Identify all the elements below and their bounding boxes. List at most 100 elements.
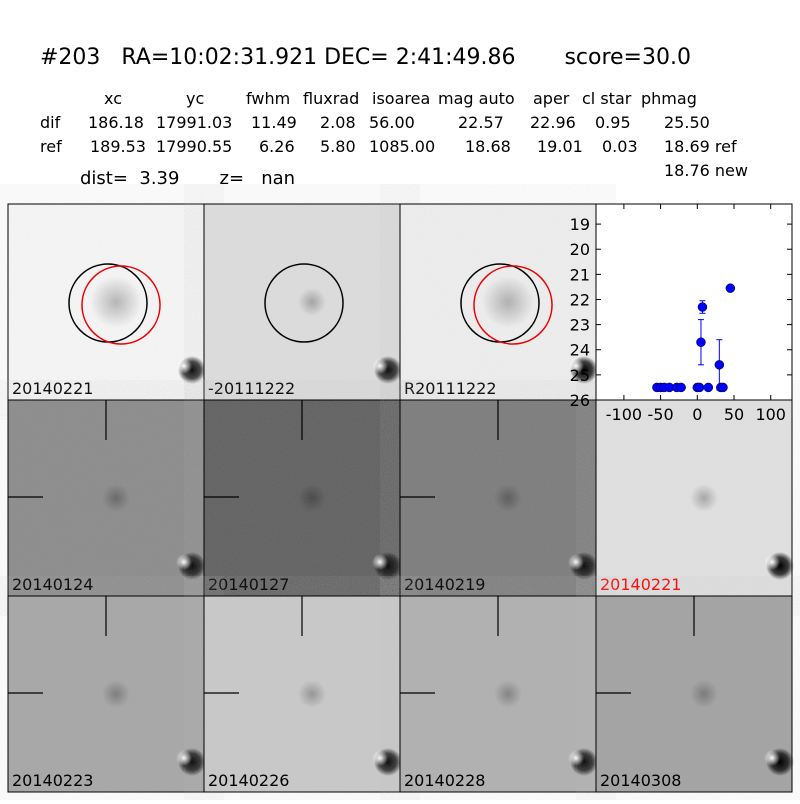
- table-cell: 18.69 ref: [664, 137, 737, 156]
- star-light: [764, 750, 780, 766]
- column-header: yc: [186, 89, 204, 108]
- point: [718, 382, 728, 393]
- y-tick-label: 19: [570, 215, 590, 234]
- star-light: [176, 358, 192, 374]
- table-cell: 1085.00: [369, 137, 435, 156]
- column-header: isoarea: [372, 89, 430, 108]
- source-blob: [482, 276, 534, 328]
- x-tick-label: -50: [648, 405, 674, 424]
- table-cell: 19.01: [537, 137, 583, 156]
- table-cell: ref: [40, 137, 62, 156]
- plot-area: [595, 203, 793, 401]
- stamp-label: 20140226: [208, 771, 289, 790]
- star-light: [176, 750, 192, 766]
- point: [697, 302, 708, 312]
- x-tick-label: 0: [692, 405, 702, 424]
- source-blob: [494, 484, 522, 512]
- y-tick-label: 25: [570, 366, 590, 385]
- column-header: mag auto: [438, 89, 515, 108]
- column-header: phmag: [641, 89, 697, 108]
- table-cell: 2.08: [320, 113, 356, 132]
- stamp: 20140221: [595, 399, 794, 597]
- stamp: 20140219: [399, 399, 598, 597]
- y-tick-label: 21: [570, 265, 590, 284]
- table-cell: 189.53: [90, 137, 146, 156]
- stamp-label: -20111222: [208, 379, 295, 398]
- table-cell: 186.18: [88, 113, 144, 132]
- stamp: 20140308: [595, 595, 794, 793]
- source-blob: [494, 680, 522, 708]
- y-tick-label: 22: [570, 290, 590, 309]
- table-cell: 0.95: [595, 113, 631, 132]
- table-cell: 11.49: [251, 113, 297, 132]
- source-blob: [102, 484, 130, 512]
- stamp-label: 20140124: [12, 575, 93, 594]
- x-tick-label: -100: [606, 405, 642, 424]
- new-circle: [473, 265, 553, 345]
- y-tick-label: 26: [570, 391, 590, 410]
- table-cell: 18.68: [465, 137, 511, 156]
- source-blob: [690, 680, 718, 708]
- stamp: -20111222: [203, 203, 402, 401]
- x-tick-label: 50: [724, 405, 744, 424]
- column-header: cl star: [582, 89, 632, 108]
- point: [703, 382, 714, 393]
- table-cell: 22.57: [458, 113, 504, 132]
- star-light: [568, 358, 584, 374]
- star-light: [764, 554, 780, 570]
- y-tick-label: 20: [570, 240, 590, 259]
- stamp: 20140221: [7, 203, 206, 401]
- source-blob: [690, 484, 718, 512]
- source-blob: [298, 680, 326, 708]
- stamp-label: 20140228: [404, 771, 485, 790]
- title: #203 RA=10:02:31.921 DEC= 2:41:49.86 sco…: [40, 45, 691, 70]
- new-circle: [81, 265, 161, 345]
- x-tick-label: 100: [755, 405, 786, 424]
- stamp: 20140226: [203, 595, 402, 793]
- stamp-label: R20111222: [404, 379, 497, 398]
- star-light: [568, 554, 584, 570]
- table-cell: 25.50: [664, 113, 710, 132]
- source-blob: [298, 484, 326, 512]
- stamp: 20140228: [399, 595, 598, 793]
- stamp: R20111222: [399, 203, 598, 401]
- stamp: 20140124: [7, 399, 206, 597]
- table-cell: 17991.03: [156, 113, 232, 132]
- column-header: fluxrad: [303, 89, 359, 108]
- star-light: [372, 750, 388, 766]
- stamp-label: 20140221: [12, 379, 93, 398]
- stamp-frame: [595, 595, 793, 793]
- source-blob: [298, 288, 326, 316]
- source-blob: [90, 276, 142, 328]
- point: [696, 337, 706, 347]
- table-cell: 6.26: [259, 137, 295, 156]
- stamp-label: 20140223: [12, 771, 93, 790]
- phmag-new: 18.76 new: [664, 161, 748, 180]
- stamp-label: 20140219: [404, 575, 485, 594]
- table-cell: 17990.55: [156, 137, 232, 156]
- stamp-label: 20140127: [208, 575, 289, 594]
- table-cell: dif: [40, 113, 61, 132]
- y-tick-label: 23: [570, 316, 590, 335]
- star-light: [372, 358, 388, 374]
- stamp: 20140223: [7, 595, 206, 793]
- point: [725, 283, 736, 293]
- stamp-label: 20140308: [600, 771, 681, 790]
- table-cell: 5.80: [320, 137, 356, 156]
- star-light: [372, 554, 388, 570]
- ref-circle: [264, 263, 344, 343]
- stamp: 20140127: [203, 399, 402, 597]
- column-header: aper: [533, 89, 570, 108]
- point: [676, 382, 686, 393]
- column-header: fwhm: [246, 89, 290, 108]
- source-blob: [102, 680, 130, 708]
- point: [694, 382, 705, 393]
- column-header: xc: [104, 89, 122, 108]
- star-light: [568, 750, 584, 766]
- stamp-label: 20140221: [600, 575, 681, 594]
- star-light: [176, 554, 192, 570]
- table-cell: 56.00: [369, 113, 415, 132]
- distance: dist= 3.39 z= nan: [80, 168, 295, 189]
- table-cell: 0.03: [602, 137, 638, 156]
